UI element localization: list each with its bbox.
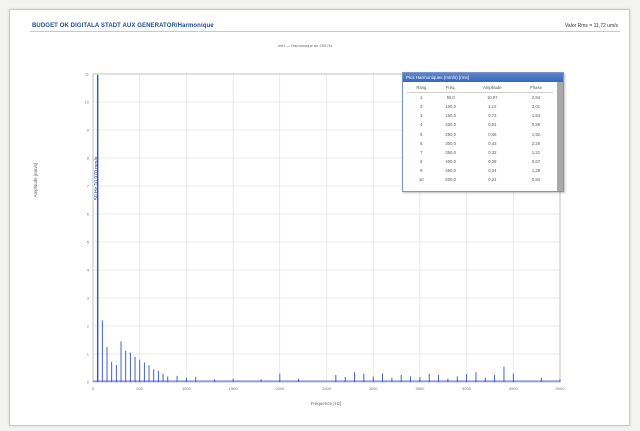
- peak-table-column-header: Fréq.: [435, 83, 466, 94]
- chart-title: Vert — Harmonique de 200 Hz: [277, 43, 333, 48]
- header-divider: [30, 31, 620, 32]
- y-tick-label: 4: [87, 268, 90, 273]
- peak-table-cell: 150,0: [445, 113, 456, 119]
- peak-table-cell: 10: [419, 176, 424, 182]
- y-tick-label: 5: [87, 240, 90, 245]
- peak-table-cell: 0,72: [488, 113, 497, 119]
- peak-table-cell: 2: [420, 104, 423, 110]
- y-tick-label: 6: [87, 212, 90, 217]
- peak-table-cell: 3,01: [531, 104, 541, 110]
- peak-table-cell: 8: [420, 158, 423, 164]
- peak-table-column-header: Amplitude: [465, 83, 519, 94]
- report-title: BUDGET OK DIGITALA STADT AUX GENERATOR/H…: [32, 23, 214, 29]
- peak-table-row: 2 100,0 1,12 3,01: [407, 102, 553, 111]
- peak-table-cell: 300,0: [445, 140, 456, 146]
- peak-table-row: 6 300,0 0,43 2,26: [407, 139, 553, 148]
- peak-table-cell: 3: [420, 113, 423, 119]
- peak-table-cell: 9: [420, 167, 423, 173]
- y-tick-label: 7: [87, 184, 90, 189]
- x-tick-label: 1500: [229, 386, 239, 391]
- y-tick-label: 8: [87, 156, 90, 161]
- y-tick-label: 1: [87, 352, 90, 357]
- peak-table-cell: 1,12: [488, 104, 497, 110]
- x-tick-label: 3500: [415, 386, 425, 391]
- peak-table-column-header: Phase: [518, 83, 553, 94]
- peak-table-cell: 1,21: [531, 149, 541, 155]
- peak-table-row: 9 450,0 0,24 1,39: [407, 166, 553, 175]
- peak-table-cell: 0,61: [488, 122, 497, 128]
- x-tick-label: 1000: [182, 386, 192, 391]
- peak-table-row: 7 350,0 0,32 1,21: [407, 148, 553, 157]
- peak-table-cell: 2,26: [531, 140, 541, 146]
- rms-value: Valor Rms = 11,72 um/s: [564, 23, 618, 29]
- peak-table-cell: 1: [420, 95, 423, 101]
- x-tick-label: 4500: [509, 386, 519, 391]
- peak-table-cell: 0,28: [488, 158, 497, 164]
- peak-table-cell: 350,0: [445, 149, 456, 155]
- peak-table-cell: 50,0: [446, 95, 455, 101]
- y-tick-label: 11: [85, 72, 90, 77]
- peak-table-cell: 0,48: [488, 131, 497, 137]
- peak-table-cell: 1,92: [531, 131, 541, 137]
- peak-table-cell: 0,67: [531, 158, 541, 164]
- y-tick-label: 9: [87, 128, 90, 133]
- peak-table-row: 4 200,0 0,61 0,85: [407, 120, 553, 129]
- x-tick-label: 2000: [275, 386, 285, 391]
- peak-table-scrollbar[interactable]: [557, 82, 563, 191]
- peak-table-cell: 0,43: [488, 140, 497, 146]
- peak-table-window: Pics Harmoniques (mm/s) [rms] Rang Fréq. A…: [402, 72, 564, 192]
- y-tick-label: 3: [87, 296, 90, 301]
- peak-table-cell: 0,32: [488, 149, 497, 155]
- peak-table-column-header: Rang: [407, 83, 436, 94]
- y-axis-label: Amplitude [mm/s]: [33, 162, 38, 198]
- peak-table-row: 5 250,0 0,48 1,92: [407, 129, 553, 138]
- x-tick-label: 3000: [369, 386, 379, 391]
- peak-table-title: Pics Harmoniques (mm/s) [rms]: [403, 73, 563, 82]
- peak-table-cell: 7: [420, 149, 423, 155]
- peak-table-cell: 250,0: [445, 131, 456, 137]
- peak-table-row: 3 150,0 0,72 1,54: [407, 111, 553, 120]
- peak-table-row: 10 500,0 0,21 0,84: [407, 175, 553, 184]
- peak-table: Rang Fréq. Amplitude Phase 1 50,0 10,97 2,84 2 1…: [407, 83, 553, 184]
- peak-table-cell: 6: [420, 140, 423, 146]
- peak-annotation: 50 Hz 10,970 mm/s: [94, 156, 100, 200]
- peak-table-cell: 100,0: [445, 104, 456, 110]
- y-tick-label: 0: [87, 380, 90, 385]
- peak-table-cell: 500,0: [445, 176, 456, 182]
- peak-table-cell: 450,0: [445, 167, 456, 173]
- x-tick-label: 2500: [322, 386, 332, 391]
- y-tick-label: 2: [87, 324, 90, 329]
- y-tick-label: 10: [85, 100, 90, 105]
- x-tick-label: 0: [92, 386, 95, 391]
- peak-table-cell: 0,85: [531, 122, 541, 128]
- peak-table-cell: 200,0: [445, 122, 456, 128]
- peak-table-cell: 0,21: [488, 176, 497, 182]
- peak-table-cell: 400,0: [445, 158, 456, 164]
- peak-table-cell: 10,97: [487, 95, 498, 101]
- x-tick-label: 5000: [556, 386, 566, 391]
- x-tick-label: 500: [136, 386, 143, 391]
- peak-table-cell: 1,54: [531, 113, 541, 119]
- peak-table-cell: 4: [420, 122, 423, 128]
- x-tick-label: 4000: [462, 386, 472, 391]
- peak-table-cell: 2,84: [531, 95, 541, 101]
- x-axis-label: Fréquence [Hz]: [310, 401, 342, 406]
- peak-table-header: Rang Fréq. Amplitude Phase: [407, 83, 553, 94]
- peak-table-row: 8 400,0 0,28 0,67: [407, 157, 553, 166]
- peak-table-cell: 5: [420, 131, 423, 137]
- peak-table-row: 1 50,0 10,97 2,84: [407, 93, 553, 103]
- peak-table-cell: 0,84: [531, 176, 541, 182]
- peak-table-cell: 1,39: [531, 167, 541, 173]
- peak-table-cell: 0,24: [488, 167, 497, 173]
